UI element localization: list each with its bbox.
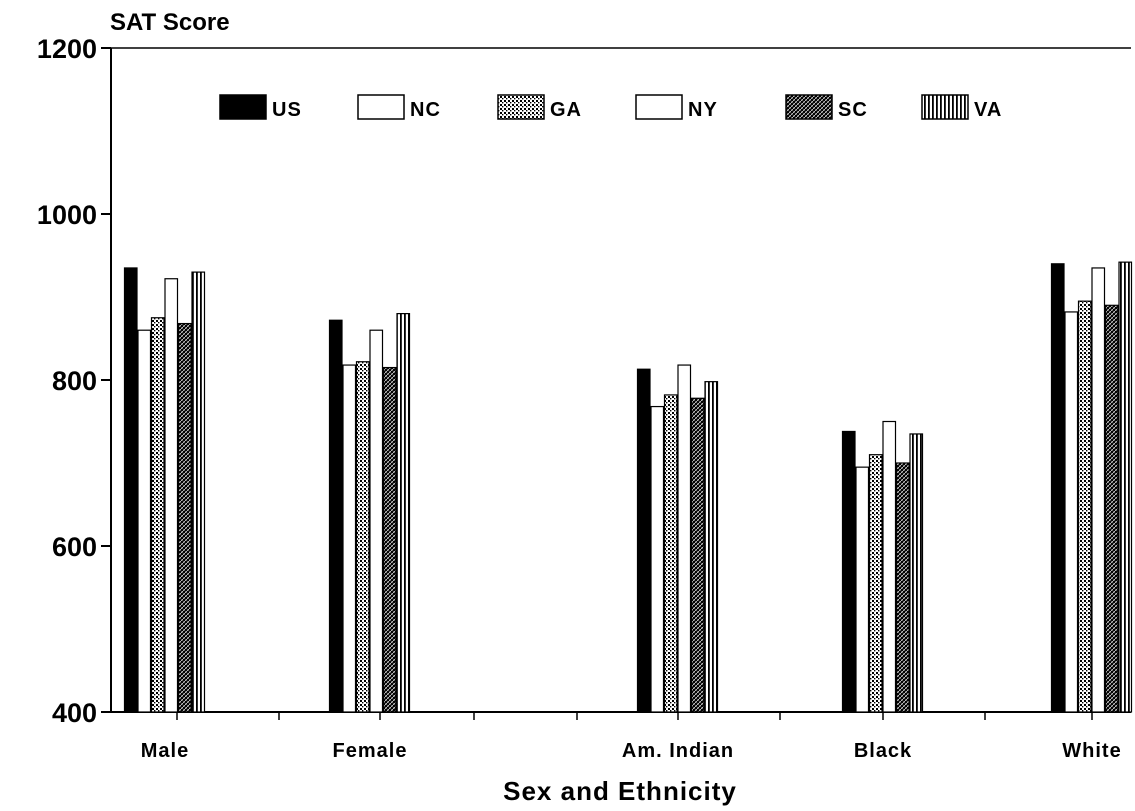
x-axis-label: Sex and Ethnicity: [503, 776, 737, 806]
x-tick-label: Female: [333, 740, 408, 762]
y-tick-label: 600: [52, 532, 97, 562]
bar-ga-male: [150, 317, 165, 713]
bar-us-male: [123, 267, 138, 713]
legend-label-nc: NC: [410, 99, 441, 121]
bar-nc-am-indian: [650, 405, 665, 713]
bar-va-female: [396, 313, 411, 713]
bar-ny-female: [369, 329, 384, 713]
legend-swatch-ga: [497, 94, 545, 120]
bar-us-female: [328, 319, 343, 713]
y-axis-label: SAT Score: [110, 9, 230, 36]
legend-label-va: VA: [974, 99, 1002, 121]
y-tick-label: 800: [52, 366, 97, 396]
y-tick-label: 1000: [37, 200, 97, 230]
legend-swatch-nc: [357, 94, 405, 120]
x-tick-label: Male: [141, 740, 189, 762]
bar-sc-female: [382, 366, 397, 713]
bar-va-black: [909, 433, 924, 713]
axes: [101, 47, 1131, 720]
legend-swatch-va: [921, 94, 969, 120]
bar-nc-male: [137, 329, 152, 713]
bar-ga-white: [1077, 300, 1092, 713]
bars: [123, 261, 1133, 713]
bar-va-white: [1118, 261, 1133, 713]
bar-ga-female: [355, 361, 370, 713]
x-tick-label: Am. Indian: [622, 740, 734, 762]
bar-ny-white: [1091, 267, 1106, 713]
legend-label-ga: GA: [550, 99, 582, 121]
bar-ga-am-indian: [663, 394, 678, 713]
bar-nc-female: [342, 364, 357, 713]
bar-sc-black: [895, 462, 910, 713]
y-tick-label: 400: [52, 698, 97, 728]
x-tick-label: White: [1062, 740, 1121, 762]
legend-label-ny: NY: [688, 99, 718, 121]
bar-us-black: [841, 430, 856, 713]
legend-swatch-sc: [785, 94, 833, 120]
x-tick-label: Black: [854, 740, 912, 762]
bar-us-white: [1050, 263, 1065, 713]
bar-nc-black: [855, 466, 870, 713]
bar-us-am-indian: [636, 368, 651, 713]
legend-swatch-us: [219, 94, 267, 120]
tick-labels: 400 600 800 1000 1200 Male Female Am. Indian Bla…: [37, 34, 1121, 762]
bar-va-male: [191, 271, 206, 713]
y-tick-label: 1200: [37, 34, 97, 64]
legend-swatch-ny: [635, 94, 683, 120]
legend-label-sc: SC: [838, 99, 868, 121]
legend-label-us: US: [272, 99, 302, 121]
bar-ny-black: [882, 420, 897, 713]
bar-ga-black: [868, 454, 883, 713]
bar-ny-am-indian: [677, 364, 692, 713]
legend: US NC GA NY SC VA: [219, 94, 1002, 121]
bar-nc-white: [1064, 311, 1079, 713]
bar-sc-am-indian: [690, 397, 705, 713]
bar-va-am-indian: [704, 381, 719, 713]
bar-sc-white: [1104, 304, 1119, 713]
bar-sc-male: [177, 322, 192, 713]
bar-ny-male: [164, 278, 179, 713]
